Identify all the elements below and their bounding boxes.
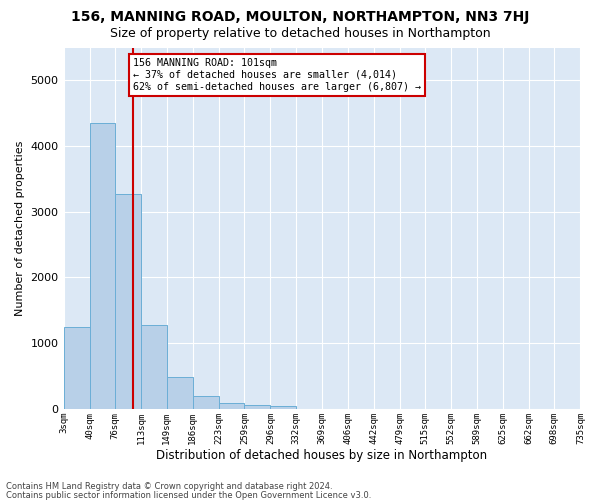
Bar [141, 325, 167, 409]
Text: Size of property relative to detached houses in Northampton: Size of property relative to detached ho… [110, 28, 490, 40]
Bar [89, 123, 115, 409]
Bar [167, 378, 193, 409]
X-axis label: Distribution of detached houses by size in Northampton: Distribution of detached houses by size … [157, 450, 488, 462]
Text: 156, MANNING ROAD, MOULTON, NORTHAMPTON, NN3 7HJ: 156, MANNING ROAD, MOULTON, NORTHAMPTON,… [71, 10, 529, 24]
Y-axis label: Number of detached properties: Number of detached properties [15, 140, 25, 316]
Bar [115, 194, 141, 409]
Bar [271, 406, 296, 409]
Bar [219, 402, 244, 409]
Text: Contains HM Land Registry data © Crown copyright and database right 2024.: Contains HM Land Registry data © Crown c… [6, 482, 332, 491]
Text: 156 MANNING ROAD: 101sqm
← 37% of detached houses are smaller (4,014)
62% of sem: 156 MANNING ROAD: 101sqm ← 37% of detach… [133, 58, 421, 92]
Bar [64, 327, 89, 409]
Text: Contains public sector information licensed under the Open Government Licence v3: Contains public sector information licen… [6, 490, 371, 500]
Bar [244, 404, 271, 409]
Bar [193, 396, 219, 409]
